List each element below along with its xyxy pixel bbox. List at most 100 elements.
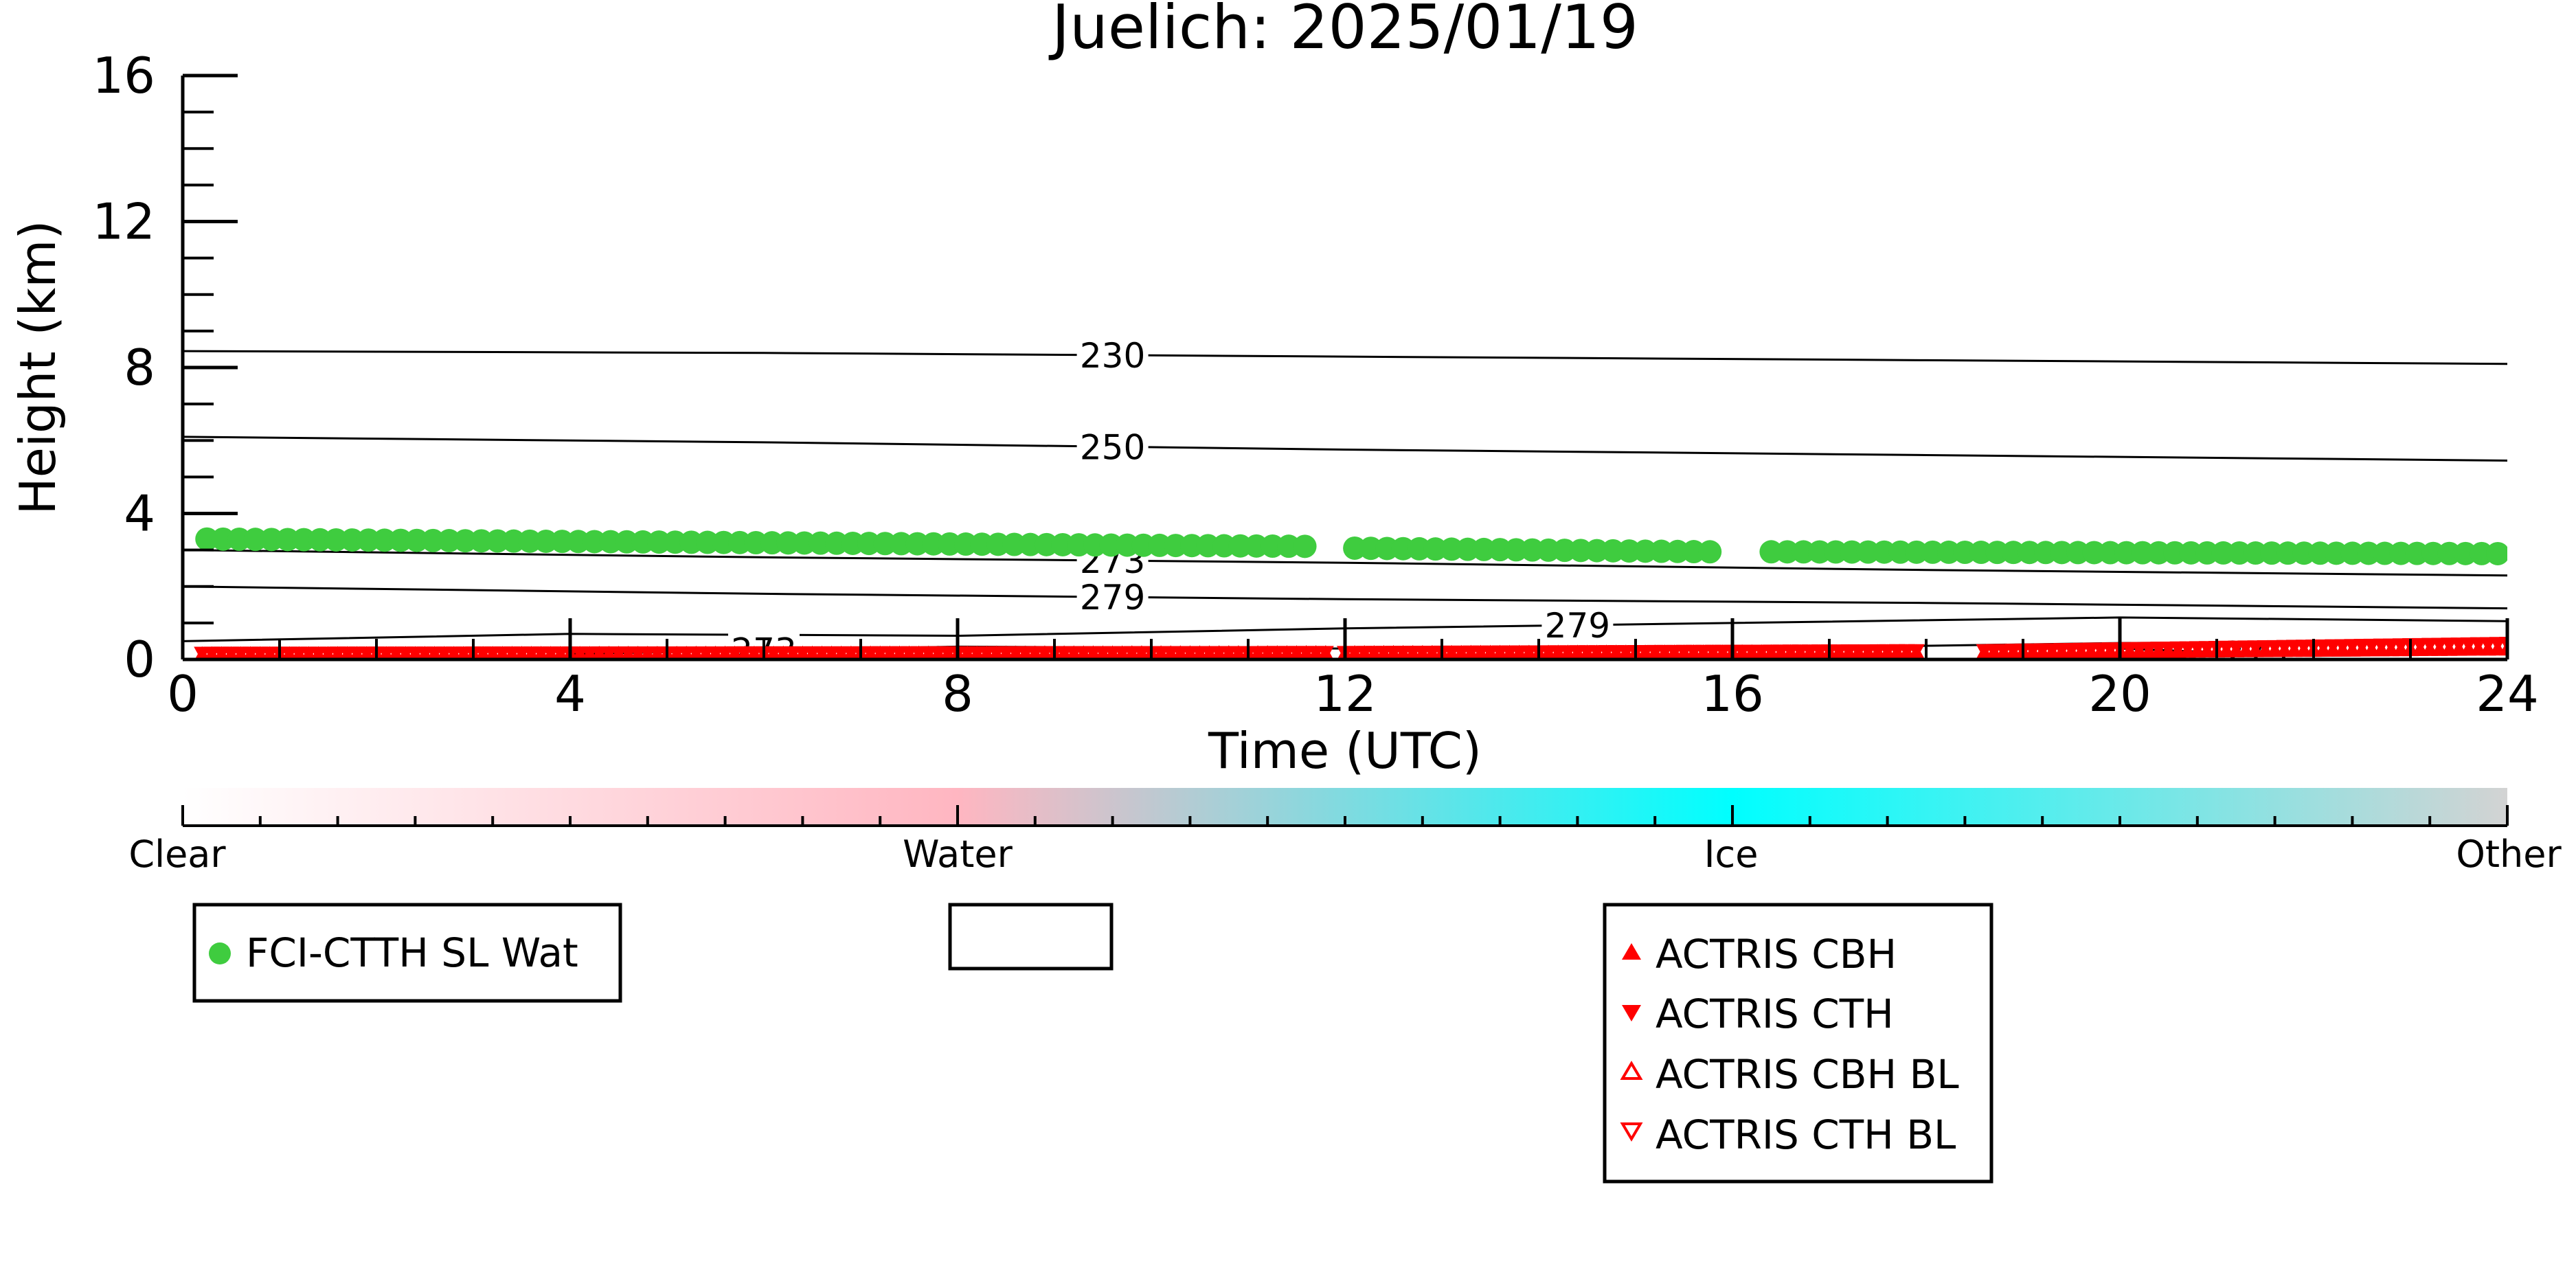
fci-ctth-sl-wat-point [405,528,429,552]
fci-ctth-sl-wat-point [260,528,284,552]
legend-actris-cbh-marker-icon [1622,943,1641,960]
contour-label-bg-230 [1076,337,1149,373]
y-tick-label: 12 [92,193,155,251]
legend-actris-box [1603,903,1993,1184]
fci-ctth-sl-wat-point [1585,539,1609,563]
fci-ctth-sl-wat-point [324,528,348,552]
fci-ctth-sl-wat-point [2179,541,2203,565]
fci-ctth-sl-wat-point [2260,541,2284,565]
fci-ctth-sl-wat-point [1164,534,1188,558]
fci-ctth-sl-wat-point [1035,532,1059,556]
fci-ctth-sl-wat-point [1423,537,1447,561]
fci-ctth-sl-wat-point [1228,534,1252,558]
x-axis-label: Time (UTC) [1208,722,1482,780]
fci-ctth-sl-wat-point [776,531,800,555]
fci-ctth-sl-wat-point [1116,533,1140,557]
fci-ctth-sl-wat-point [243,528,267,552]
legend-actris-cbh-bl-marker-icon [1620,1061,1643,1080]
legend-empty [948,903,1114,971]
legend-actris-cbh-bl-label: ACTRIS CBH BL [1656,1051,1959,1098]
fci-ctth-sl-wat-point [275,528,300,552]
fci-ctth-sl-wat-point [2098,541,2122,565]
fci-ctth-sl-wat-point [921,532,945,556]
fci-ctth-sl-wat-point [744,531,768,554]
fci-ctth-sl-wat-point [534,529,558,553]
fci-ctth-sl-wat-point [1472,537,1496,561]
fci-ctth-sl-wat-point [2276,541,2300,565]
fci-ctth-sl-wat-point [227,528,251,551]
fci-ctth-sl-wat-point [1824,540,1848,564]
fci-ctth-sl-wat-point [1277,534,1301,558]
legend-actris-cth-label: ACTRIS CTH [1656,991,1894,1037]
x-tick-label: 20 [2088,665,2151,723]
colorbar-label-ice: Ice [1704,833,1759,876]
fci-ctth-sl-wat-point [2147,541,2171,565]
legend-actris-cth-bl-label: ACTRIS CTH BL [1656,1111,1956,1158]
legend-actris-cbh-label: ACTRIS CBH [1656,931,1897,978]
fci-ctth-sl-wat-point [2131,541,2155,565]
fci-ctth-sl-wat-point [340,528,364,552]
legend-empty-box [948,903,1114,971]
fci-ctth-sl-wat-point [1904,540,1928,564]
fci-ctth-sl-wat-point [598,530,622,554]
contour-label-bg-279 [1541,607,1614,644]
fci-ctth-sl-wat-point [695,530,719,554]
fci-ctth-sl-wat-point [1921,540,1945,564]
fci-ctth-sl-wat-point [663,530,687,554]
fci-ctth-sl-wat-point [1245,534,1269,558]
fci-ctth-sl-wat-point [2308,541,2332,565]
legend-actris: ACTRIS CBH ACTRIS CTH ACTRIS CBH BL ACTR… [1603,903,1993,1184]
fci-ctth-sl-wat-point [389,528,413,552]
fci-ctth-sl-wat-point [292,528,316,552]
fci-ctth-sl-wat-point [1196,534,1220,558]
fci-ctth-sl-wat-point [1759,540,1783,564]
fci-ctth-sl-wat-point [727,530,752,554]
fci-ctth-sl-wat-point [1552,539,1577,563]
fci-ctth-sl-wat-point [873,532,897,556]
fci-ctth-sl-wat-point [1343,536,1367,560]
fci-ctth-sl-wat-point [1936,540,1961,564]
fci-ctth-sl-wat-point [501,529,526,553]
fci-ctth-sl-wat-point [712,530,736,554]
fci-ctth-sl-wat-point [1537,538,1561,562]
fci-ctth-sl-wat-point [1985,541,2009,565]
fci-ctth-sl-wat-point [357,528,381,552]
fci-ctth-sl-wat-point [1872,540,1896,564]
fci-ctth-sl-wat-point [2486,541,2507,565]
fci-ctth-sl-wat-point [566,530,590,554]
y-tick-label: 0 [124,631,155,688]
fci-ctth-sl-wat-point [1067,533,1091,557]
contour-label-230: 230 [1080,336,1145,376]
fci-ctth-sl-wat-point [308,528,332,552]
fci-ctth-sl-wat-point [1504,538,1528,562]
fci-ctth-sl-wat-point [469,529,493,553]
x-tick-label: 24 [2476,665,2539,723]
contour-line-273 [183,549,2507,577]
fci-ctth-sl-wat-point [1002,532,1026,556]
legend-fci-label: FCI-CTTH SL Wat [246,929,578,976]
fci-ctth-sl-wat-point [1634,539,1658,563]
fci-ctth-sl-wat-point [2357,541,2381,565]
fci-ctth-sl-wat-point [1099,533,1123,557]
fci-ctth-sl-wat-point [1698,540,1722,564]
fci-ctth-sl-wat-point [905,532,929,556]
fci-ctth-sl-wat-point [953,532,978,556]
fci-ctth-sl-wat-point [760,531,784,555]
contour-line-250 [183,436,2507,462]
contour-line-230 [183,350,2507,365]
fci-ctth-sl-wat-point [1391,536,1415,561]
fci-ctth-sl-wat-point [195,527,219,551]
contour-line-279 [183,585,2507,610]
fci-ctth-sl-wat-point [2114,541,2138,565]
fci-ctth-sl-wat-point [2066,541,2090,565]
fci-ctth-sl-wat-point [437,529,461,553]
fci-ctth-sl-wat-point [1569,539,1593,563]
colorbar-label-other: Other [2456,833,2562,876]
fci-ctth-sl-wat-point [2373,541,2397,565]
fci-ctth-sl-wat-point [2244,541,2268,565]
fci-ctth-sl-wat-point [857,532,881,556]
fci-ctth-sl-wat-point [1682,540,1706,564]
y-tick-label: 4 [124,485,155,543]
fci-ctth-sl-wat-point [421,528,445,552]
fci-ctth-sl-wat-point [631,530,655,554]
